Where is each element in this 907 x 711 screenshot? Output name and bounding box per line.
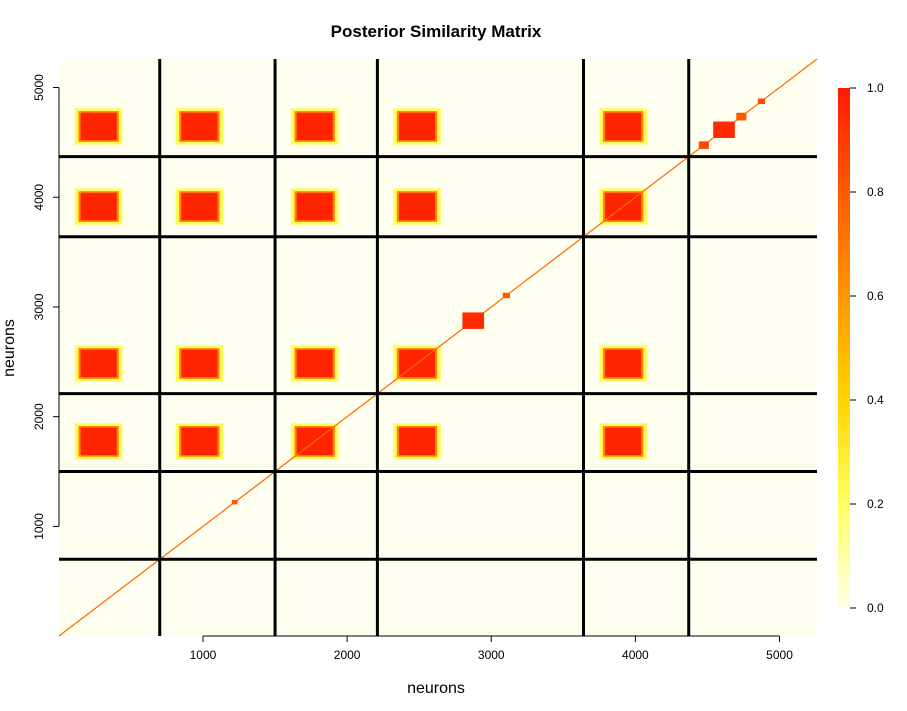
x-axis: 1000 2000 3000 4000 5000	[190, 635, 793, 662]
cluster-core	[80, 192, 117, 221]
cluster-core	[80, 112, 117, 141]
y-tick-label: 2000	[32, 403, 46, 430]
cluster-core	[181, 192, 218, 221]
cluster-core	[399, 112, 436, 141]
y-axis: 1000 2000 3000 4000 5000	[32, 74, 60, 540]
color-bar-tick-label: 0.0	[867, 601, 884, 615]
cluster-core	[296, 192, 333, 221]
cluster-core	[181, 112, 218, 141]
cluster-core	[296, 349, 333, 378]
x-axis-label: neurons	[407, 680, 465, 697]
cluster-core	[80, 349, 117, 378]
x-tick-label: 5000	[766, 648, 793, 662]
y-tick-label: 5000	[32, 74, 46, 101]
cluster-core	[181, 427, 218, 456]
y-tick-label: 1000	[32, 513, 46, 540]
cluster-core	[605, 427, 642, 456]
color-bar	[838, 88, 850, 608]
diagonal-cluster	[462, 312, 485, 329]
diagonal-cluster	[736, 112, 747, 121]
y-tick-label: 4000	[32, 184, 46, 211]
x-tick-label: 3000	[478, 648, 505, 662]
cluster-core	[296, 112, 333, 141]
color-legend: 0.0 0.2 0.4 0.6 0.8 1.0	[838, 81, 884, 615]
diagonal-cluster	[231, 500, 238, 505]
x-tick-label: 2000	[334, 648, 361, 662]
block-boundaries	[59, 59, 817, 636]
cluster-core	[605, 349, 642, 378]
heatmap-plot	[58, 58, 818, 637]
cluster-core	[181, 349, 218, 378]
color-bar-tick-label: 1.0	[867, 81, 884, 95]
chart-title: Posterior Similarity Matrix	[331, 22, 542, 41]
y-tick-label: 3000	[32, 293, 46, 320]
y-axis-label: neurons	[1, 319, 18, 377]
color-bar-tick-label: 0.2	[867, 497, 884, 511]
x-tick-label: 4000	[622, 648, 649, 662]
cluster-core	[605, 112, 642, 141]
cluster-core	[399, 427, 436, 456]
x-tick-label: 1000	[190, 648, 217, 662]
diagonal-cluster	[713, 121, 735, 138]
cluster-core	[399, 192, 436, 221]
diagonal-cluster	[502, 292, 510, 299]
color-bar-tick-label: 0.6	[867, 289, 884, 303]
cluster-core	[80, 427, 117, 456]
color-bar-tick-label: 0.8	[867, 185, 884, 199]
color-bar-tick-label: 0.4	[867, 393, 884, 407]
diagonal-cluster	[757, 98, 766, 104]
diagonal-cluster	[698, 141, 709, 149]
